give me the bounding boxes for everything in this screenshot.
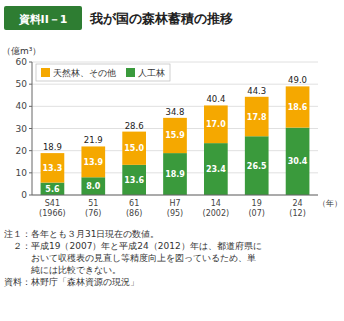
tick-label: 20 bbox=[16, 146, 28, 156]
bar bbox=[81, 146, 105, 177]
title-box: 資料II－1 bbox=[4, 6, 82, 30]
legend-item: 人工林 bbox=[126, 68, 165, 78]
bar bbox=[286, 128, 310, 195]
note: ２：平成19（2007）年と平成24（2012）年は、都道府県に bbox=[4, 241, 262, 251]
x-axis: S41(1966) 51(76) 61(86) H7(95) 14(2002) 19(07… bbox=[39, 199, 306, 218]
legend-swatch bbox=[126, 68, 135, 77]
tick-label: 10 bbox=[16, 168, 28, 178]
legend-item: 天然林、その他 bbox=[41, 68, 116, 78]
y-axis-label: （億m³） bbox=[2, 46, 41, 56]
chart: 資料II－1 我が国の森林蓄積の推移 （億m³） 0 10 20 30 40 50 60 5.6 8.… bbox=[0, 0, 344, 321]
category-label: 24(12) bbox=[289, 199, 305, 218]
total-label: 40.4 bbox=[206, 94, 225, 104]
note: おいて収穫表の見直し等精度向上を図っているため、単 bbox=[4, 253, 256, 263]
data-label: 26.5 bbox=[247, 162, 267, 171]
data-label: 13.6 bbox=[124, 176, 144, 185]
data-label: 18.9 bbox=[165, 170, 185, 179]
category-line: S41 bbox=[45, 199, 60, 208]
category-label: S41(1966) bbox=[39, 199, 66, 218]
bar bbox=[81, 177, 105, 195]
legend-swatch bbox=[41, 68, 50, 77]
bar bbox=[41, 153, 65, 182]
bar bbox=[245, 136, 269, 195]
category-label: 61(86) bbox=[126, 199, 142, 218]
grid-line bbox=[32, 84, 318, 85]
grid-line bbox=[32, 62, 318, 63]
category-label: 14(2002) bbox=[203, 199, 230, 218]
category-line: (07) bbox=[249, 209, 265, 218]
total-label: 28.6 bbox=[125, 121, 144, 131]
x-axis-line bbox=[32, 195, 318, 196]
y-axis: 0 10 20 30 40 50 60 bbox=[16, 57, 32, 200]
legend-frame bbox=[36, 64, 170, 81]
title-box-bg bbox=[4, 6, 82, 30]
legend-label: 天然林、その他 bbox=[53, 68, 116, 78]
data-label: 18.6 bbox=[288, 103, 308, 112]
data-label: 8.0 bbox=[86, 182, 101, 191]
data-label: 23.4 bbox=[206, 165, 226, 174]
grid-line bbox=[32, 195, 318, 196]
total-label: 21.9 bbox=[84, 135, 103, 145]
category-line: H7 bbox=[169, 199, 180, 208]
data-label: 15.0 bbox=[124, 144, 144, 153]
tick-label: 40 bbox=[16, 101, 28, 111]
category-label: 51(76) bbox=[85, 199, 101, 218]
category-line: (86) bbox=[126, 209, 142, 218]
bar bbox=[41, 183, 65, 195]
tick-label: 60 bbox=[16, 57, 28, 67]
data-labels: 5.6 8.0 13.6 18.9 23.4 26.5 30.4 13.3 13.9 15.0 15… bbox=[43, 75, 308, 193]
data-label: 30.4 bbox=[288, 157, 308, 166]
category-line: 24 bbox=[292, 199, 302, 208]
tick-label: 30 bbox=[16, 124, 28, 134]
background bbox=[0, 0, 344, 321]
data-label: 13.3 bbox=[43, 164, 63, 173]
total-label: 34.8 bbox=[166, 107, 185, 117]
data-label: 15.9 bbox=[165, 131, 185, 140]
legend: 天然林、その他 人工林 bbox=[36, 64, 170, 81]
title: 我が国の森林蓄積の推移 bbox=[89, 11, 233, 26]
bar bbox=[122, 132, 146, 165]
category-line: 19 bbox=[252, 199, 262, 208]
data-label: 17.0 bbox=[206, 120, 226, 129]
category-line: (12) bbox=[289, 209, 305, 218]
total-label: 18.9 bbox=[43, 142, 62, 152]
y-axis-line bbox=[32, 62, 33, 195]
bar bbox=[204, 105, 228, 143]
bar bbox=[245, 97, 269, 136]
grid bbox=[32, 62, 318, 195]
bars bbox=[41, 86, 310, 195]
bar bbox=[286, 86, 310, 127]
category-line: 51 bbox=[88, 199, 98, 208]
axes bbox=[32, 62, 318, 195]
category-line: (95) bbox=[167, 209, 183, 218]
x-axis-label: （年） bbox=[318, 199, 342, 208]
notes: 注１：各年とも３月31日現在の数値。 ２：平成19（2007）年と平成24（20… bbox=[4, 229, 262, 287]
category-line: (76) bbox=[85, 209, 101, 218]
total-label: 49.0 bbox=[288, 75, 307, 85]
category-label: H7(95) bbox=[167, 199, 183, 218]
category-label: 19(07) bbox=[249, 199, 265, 218]
note: 注１：各年とも３月31日現在の数値。 bbox=[4, 229, 159, 239]
category-line: 61 bbox=[129, 199, 139, 208]
note: 純には比較できない。 bbox=[4, 265, 121, 275]
bar bbox=[122, 165, 146, 195]
category-line: 14 bbox=[211, 199, 221, 208]
category-line: (1966) bbox=[39, 209, 66, 218]
data-label: 13.9 bbox=[83, 158, 103, 167]
bar bbox=[163, 118, 187, 153]
subtitle: 資料II－1 bbox=[18, 13, 68, 26]
bar bbox=[163, 153, 187, 195]
tick-label: 50 bbox=[16, 79, 28, 89]
note: 資料：林野庁「森林資源の現況」 bbox=[4, 277, 139, 287]
tick-label: 0 bbox=[21, 190, 27, 200]
category-line: (2002) bbox=[203, 209, 230, 218]
data-label: 17.8 bbox=[247, 113, 267, 122]
data-label: 5.6 bbox=[45, 185, 60, 194]
bar bbox=[204, 143, 228, 195]
legend-label: 人工林 bbox=[138, 68, 165, 78]
total-label: 44.3 bbox=[247, 86, 266, 96]
